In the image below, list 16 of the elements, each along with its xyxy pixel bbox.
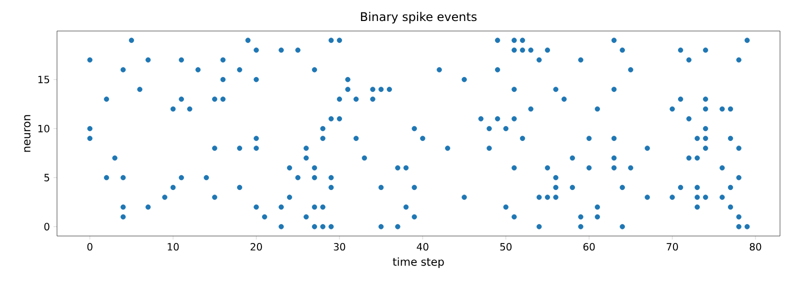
y-axis-title: neuron [24,115,30,152]
x-tick-label: 50 [500,242,512,251]
chart-title: Binary spike events [361,12,477,24]
x-tick-label: 0 [87,242,92,251]
x-axis-title: time step [392,257,444,268]
x-tick-label: 80 [750,242,762,251]
x-tick-label: 30 [334,242,346,251]
y-tick-label: 0 [44,222,50,230]
y-tick-label: 5 [44,174,50,182]
y-tick-label: 15 [38,76,50,84]
x-tick-label: 60 [583,242,595,251]
x-tick-label: 40 [416,242,428,251]
x-tick-label: 70 [666,242,678,251]
x-tick-label: 10 [168,242,179,251]
y-tick-label: 10 [38,124,50,132]
x-tick-label: 20 [250,242,262,251]
